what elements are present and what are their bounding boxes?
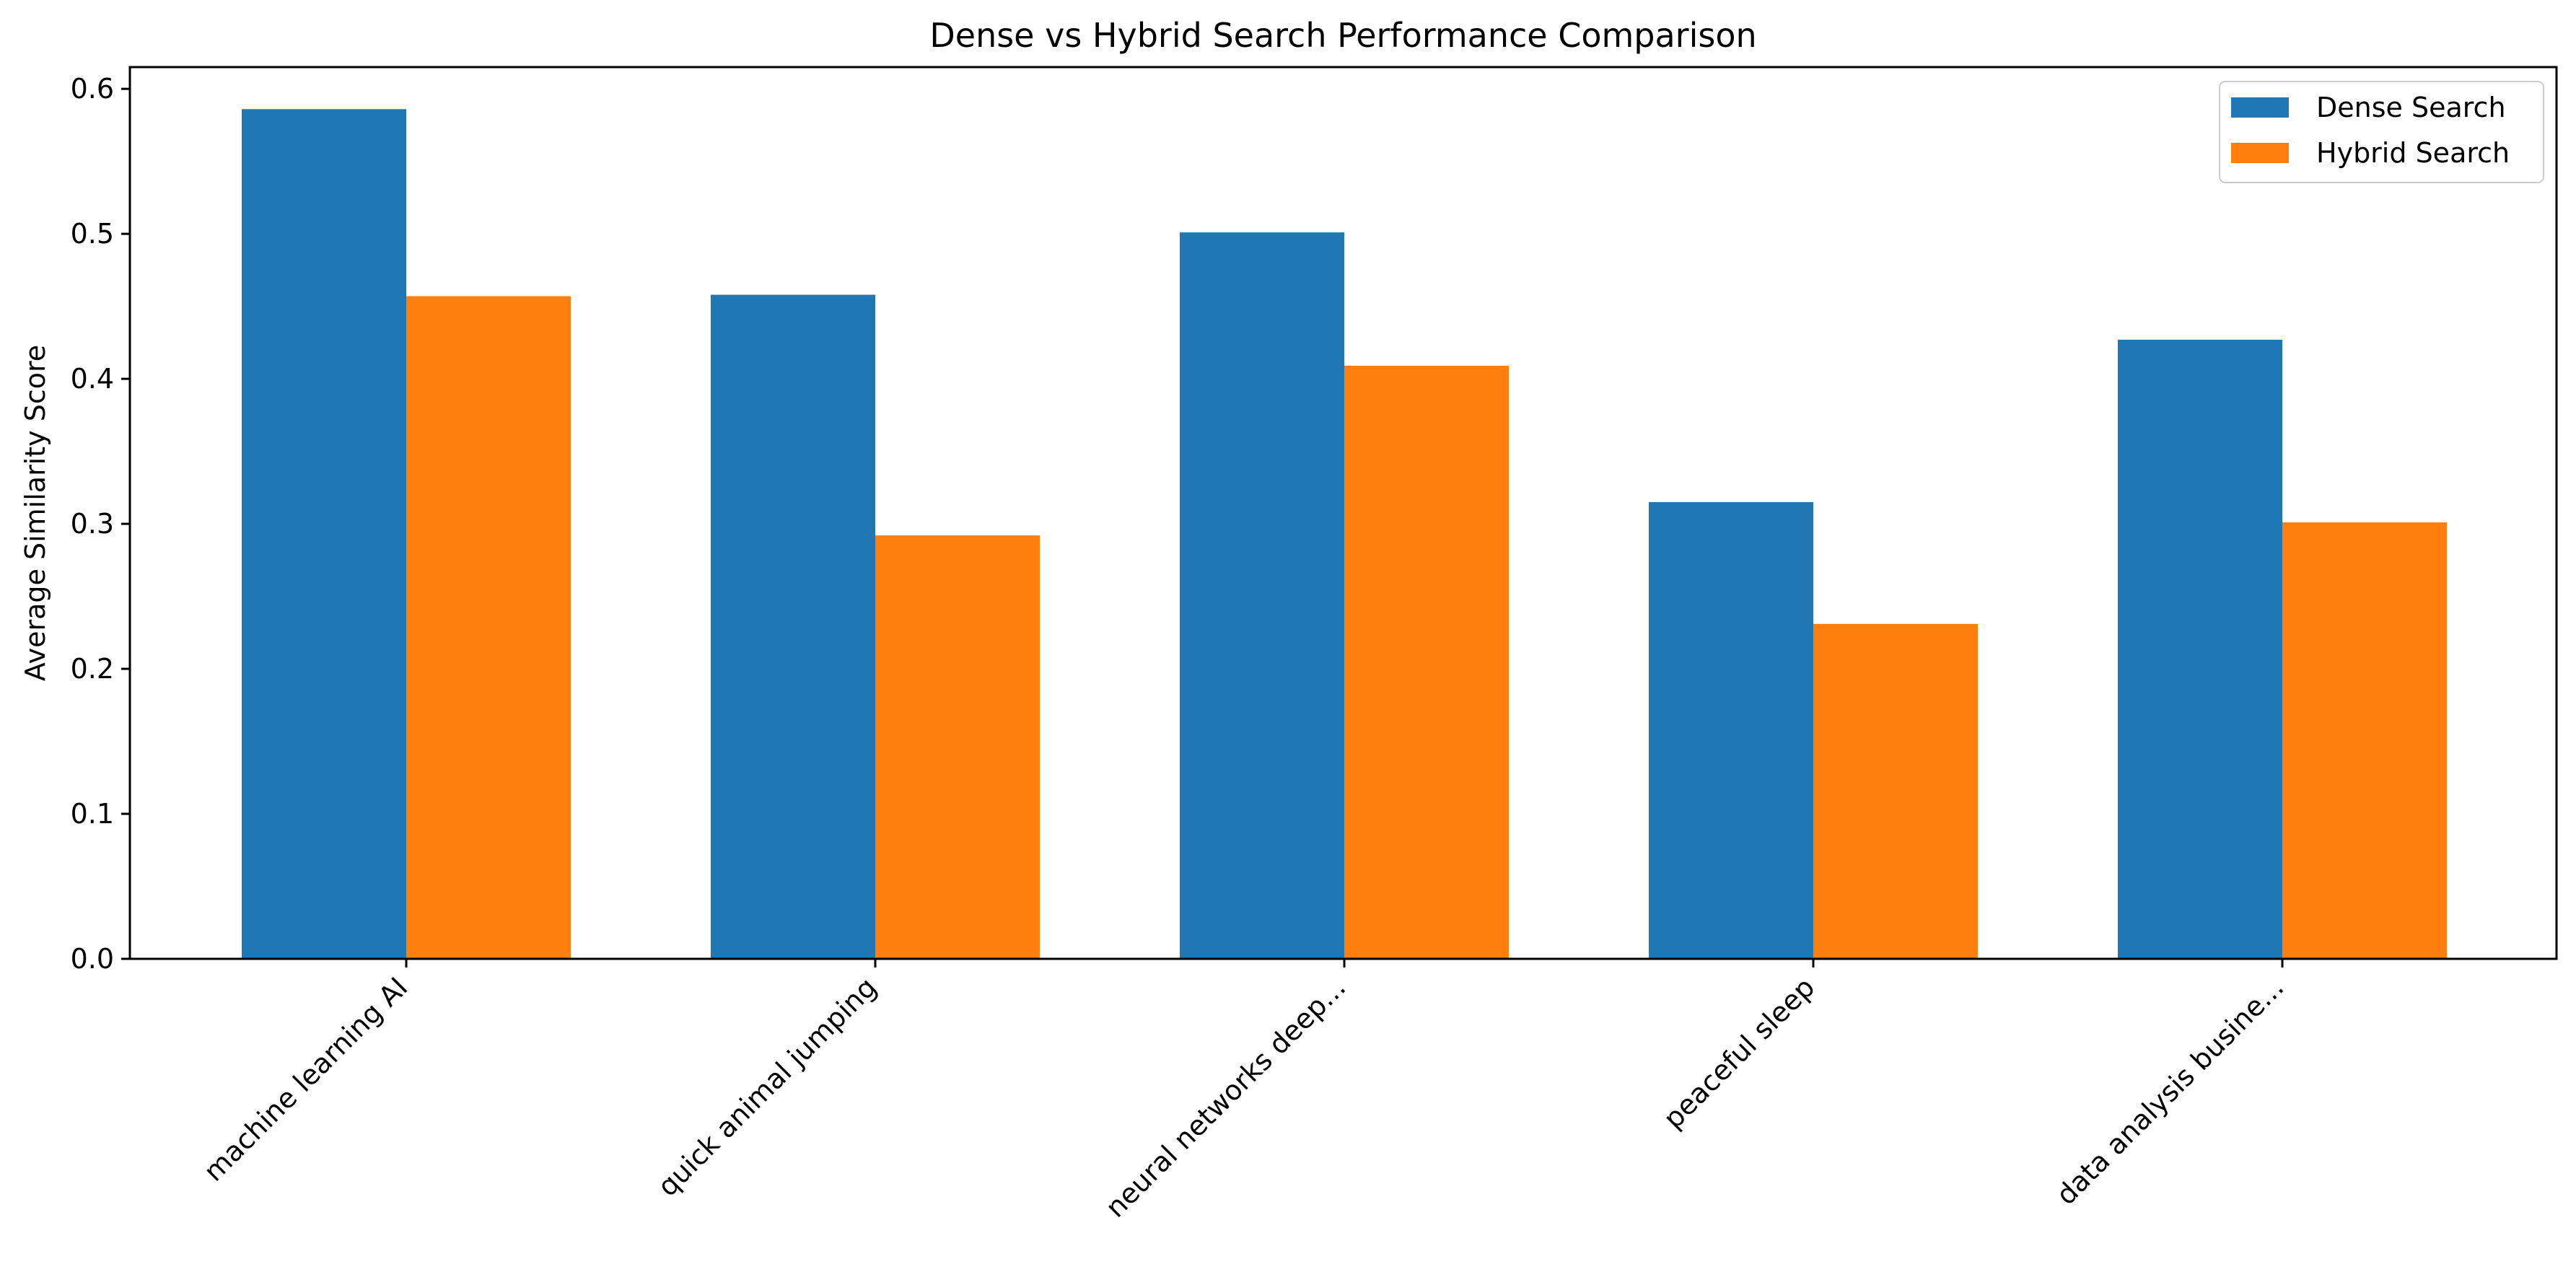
- y-tick-label: 0.2: [71, 653, 114, 685]
- legend-box: [2219, 81, 2544, 183]
- bar-hybrid-2: [1344, 366, 1509, 959]
- plot-frame: [128, 66, 2558, 960]
- y-tick-label: 0.3: [71, 508, 114, 540]
- legend-swatch-dense: [2231, 97, 2289, 118]
- y-axis-label: Average Similarity Score: [19, 345, 51, 681]
- x-axis-ticks: machine learning AI quick animal jumping n…: [198, 959, 2290, 1224]
- bar-dense-0: [242, 109, 406, 959]
- bar-hybrid-1: [875, 535, 1040, 959]
- chart-title: Dense vs Hybrid Search Performance Compa…: [929, 16, 1756, 55]
- bar-dense-3: [1649, 501, 1813, 959]
- y-tick-label: 0.6: [71, 73, 114, 105]
- legend-label-dense: Dense Search: [2316, 92, 2506, 123]
- bar-hybrid-4: [2282, 522, 2447, 959]
- bar-dense-1: [711, 294, 875, 959]
- x-tick-label: quick animal jumping: [652, 971, 882, 1202]
- y-tick-label: 0.4: [71, 363, 114, 395]
- bar-hybrid-0: [406, 296, 571, 959]
- x-tick-label: peaceful sleep: [1657, 971, 1821, 1135]
- x-tick-label: data analysis busine...: [2050, 971, 2290, 1211]
- legend-swatch-hybrid: [2231, 143, 2289, 163]
- x-tick-label: machine learning AI: [198, 971, 414, 1188]
- bar-dense-4: [2118, 339, 2282, 960]
- x-tick-label: neural networks deep...: [1100, 971, 1352, 1224]
- y-axis-ticks: 0.0 0.1 0.2 0.3 0.4 0.5 0.6: [71, 73, 130, 975]
- bar-hybrid-3: [1813, 623, 1978, 959]
- legend-label-hybrid: Hybrid Search: [2316, 137, 2510, 169]
- y-tick-label: 0.5: [71, 218, 114, 250]
- legend: Dense Search Hybrid Search: [2219, 81, 2544, 183]
- bar-dense-2: [1180, 232, 1344, 959]
- y-tick-label: 0.1: [71, 798, 114, 830]
- bars-layer: [242, 109, 2447, 960]
- y-tick-label: 0.0: [71, 943, 114, 975]
